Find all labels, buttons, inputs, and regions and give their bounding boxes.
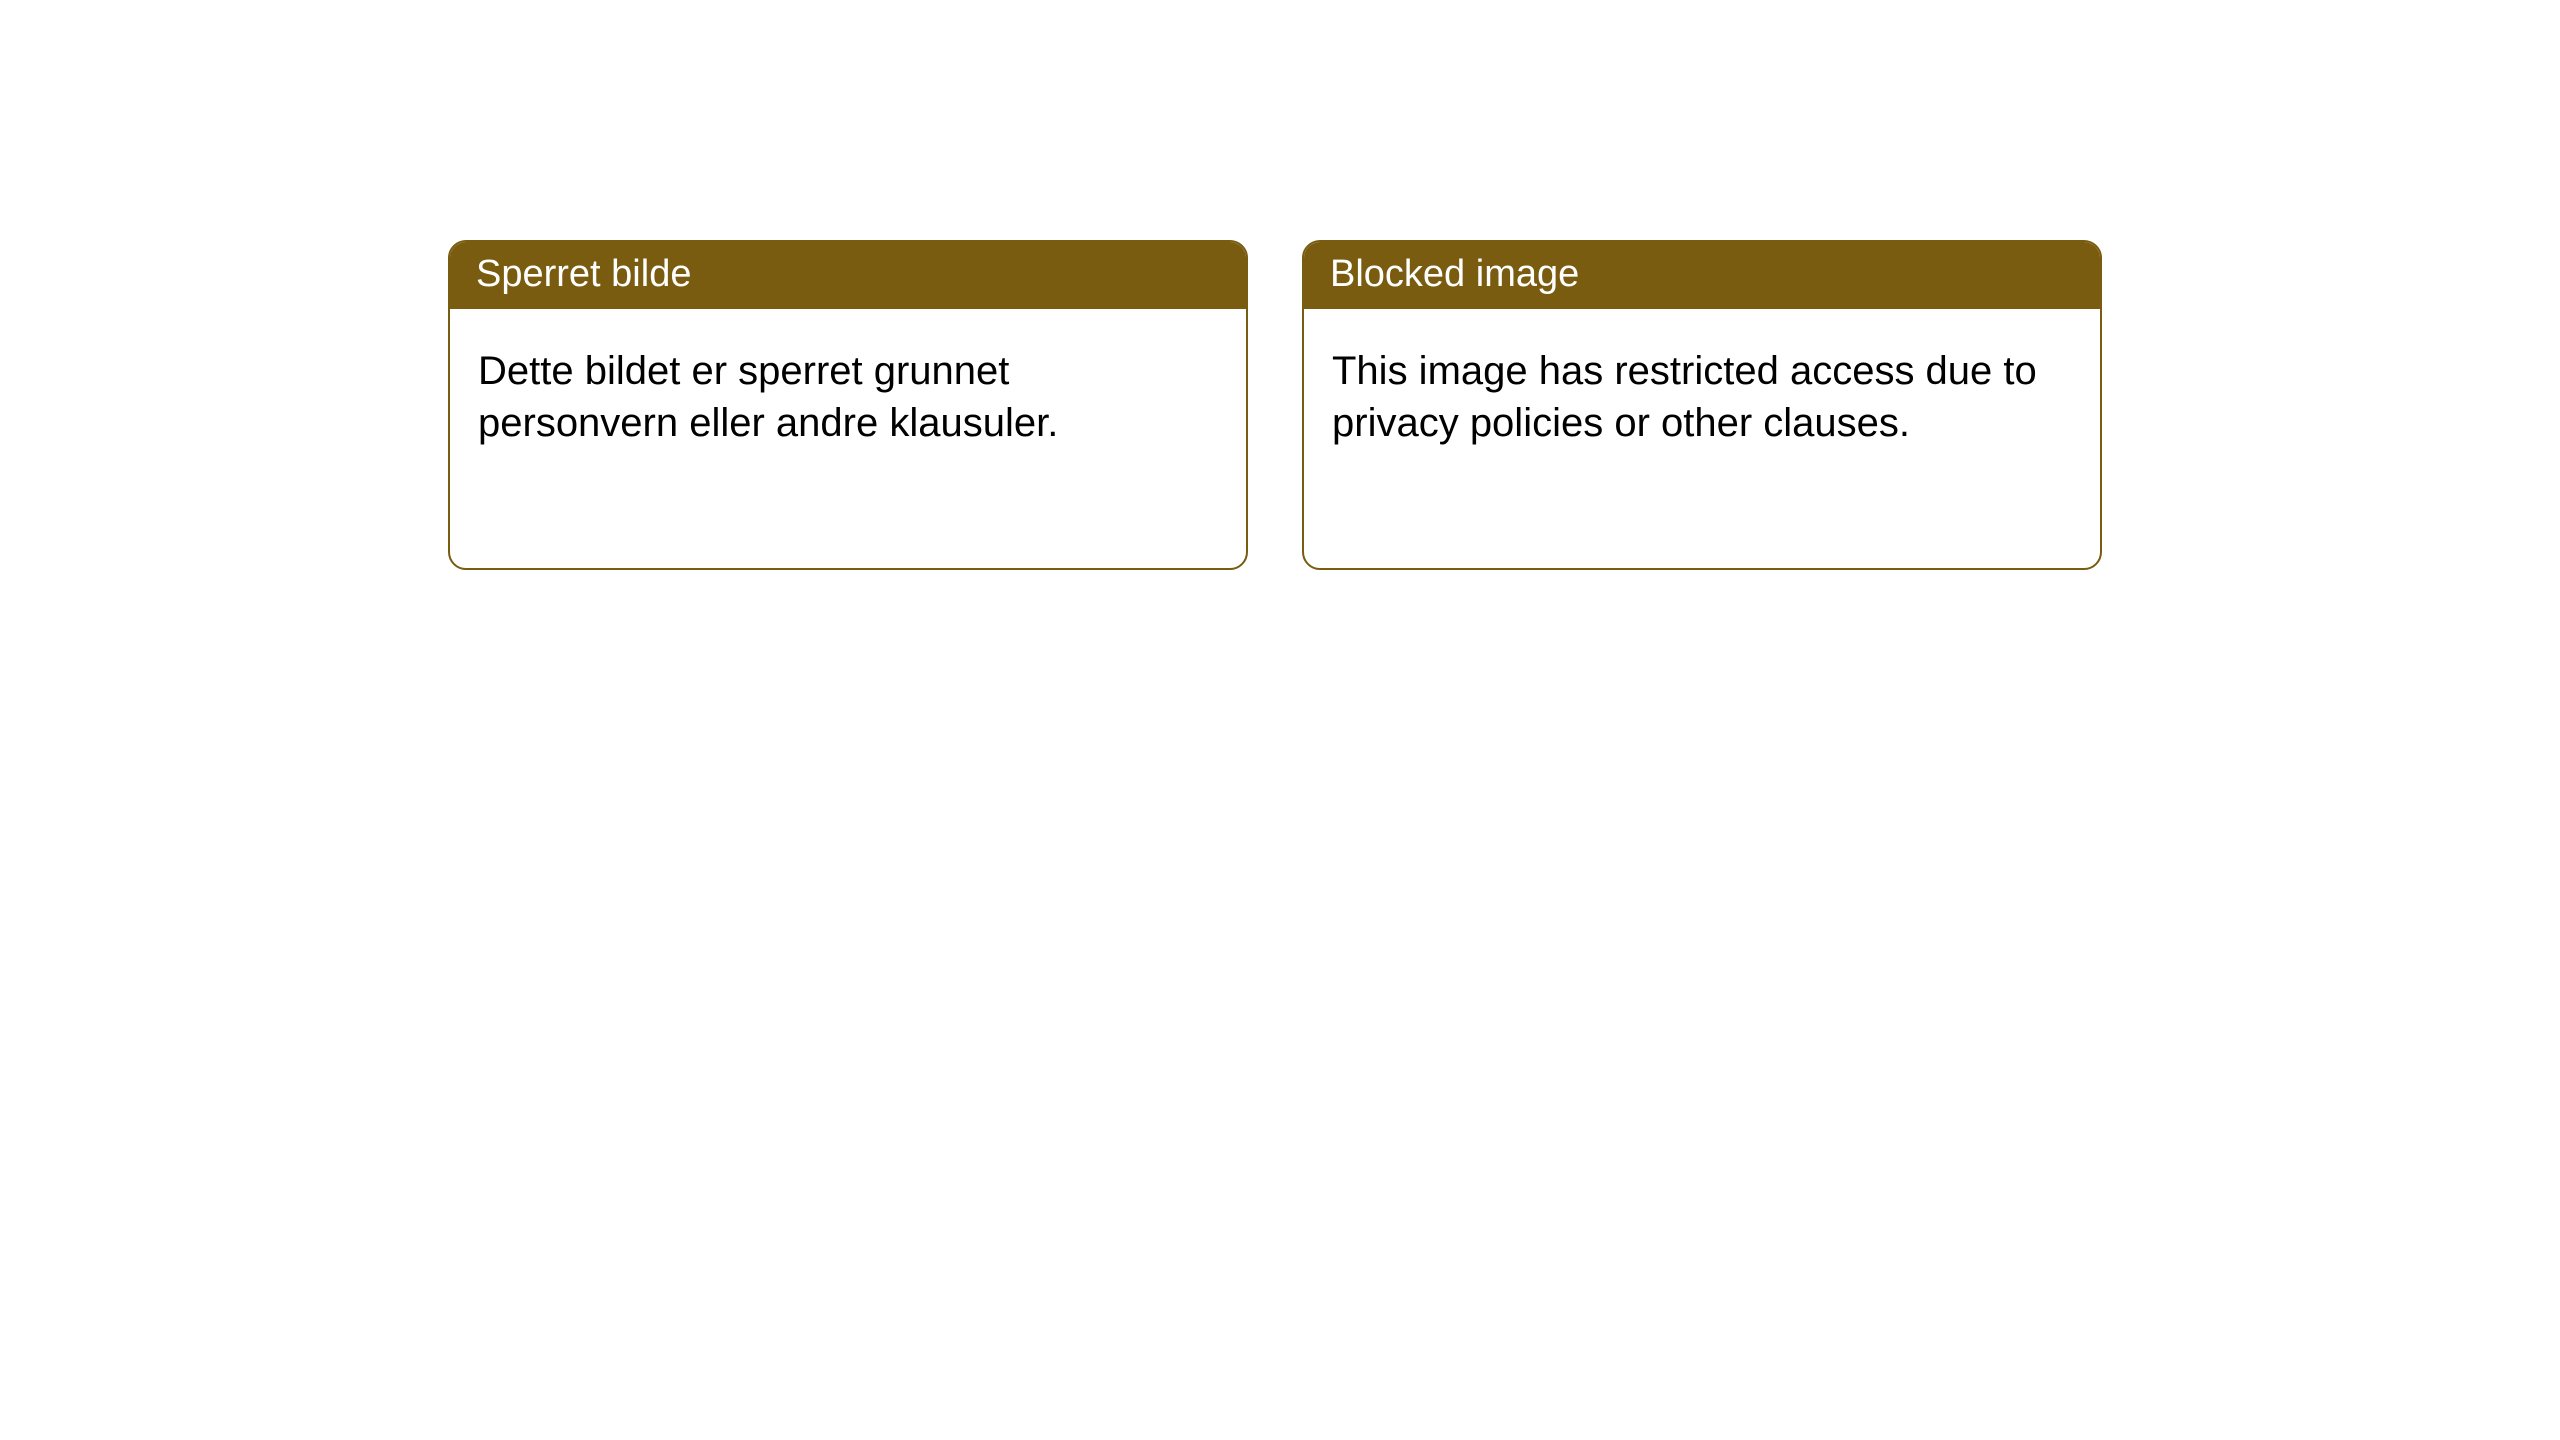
notice-card-norwegian: Sperret bilde Dette bildet er sperret gr… — [448, 240, 1248, 570]
notice-body-norwegian: Dette bildet er sperret grunnet personve… — [450, 309, 1246, 485]
notice-title-norwegian: Sperret bilde — [450, 242, 1246, 309]
notice-title-english: Blocked image — [1304, 242, 2100, 309]
notice-container: Sperret bilde Dette bildet er sperret gr… — [0, 0, 2560, 570]
notice-card-english: Blocked image This image has restricted … — [1302, 240, 2102, 570]
notice-body-english: This image has restricted access due to … — [1304, 309, 2100, 485]
